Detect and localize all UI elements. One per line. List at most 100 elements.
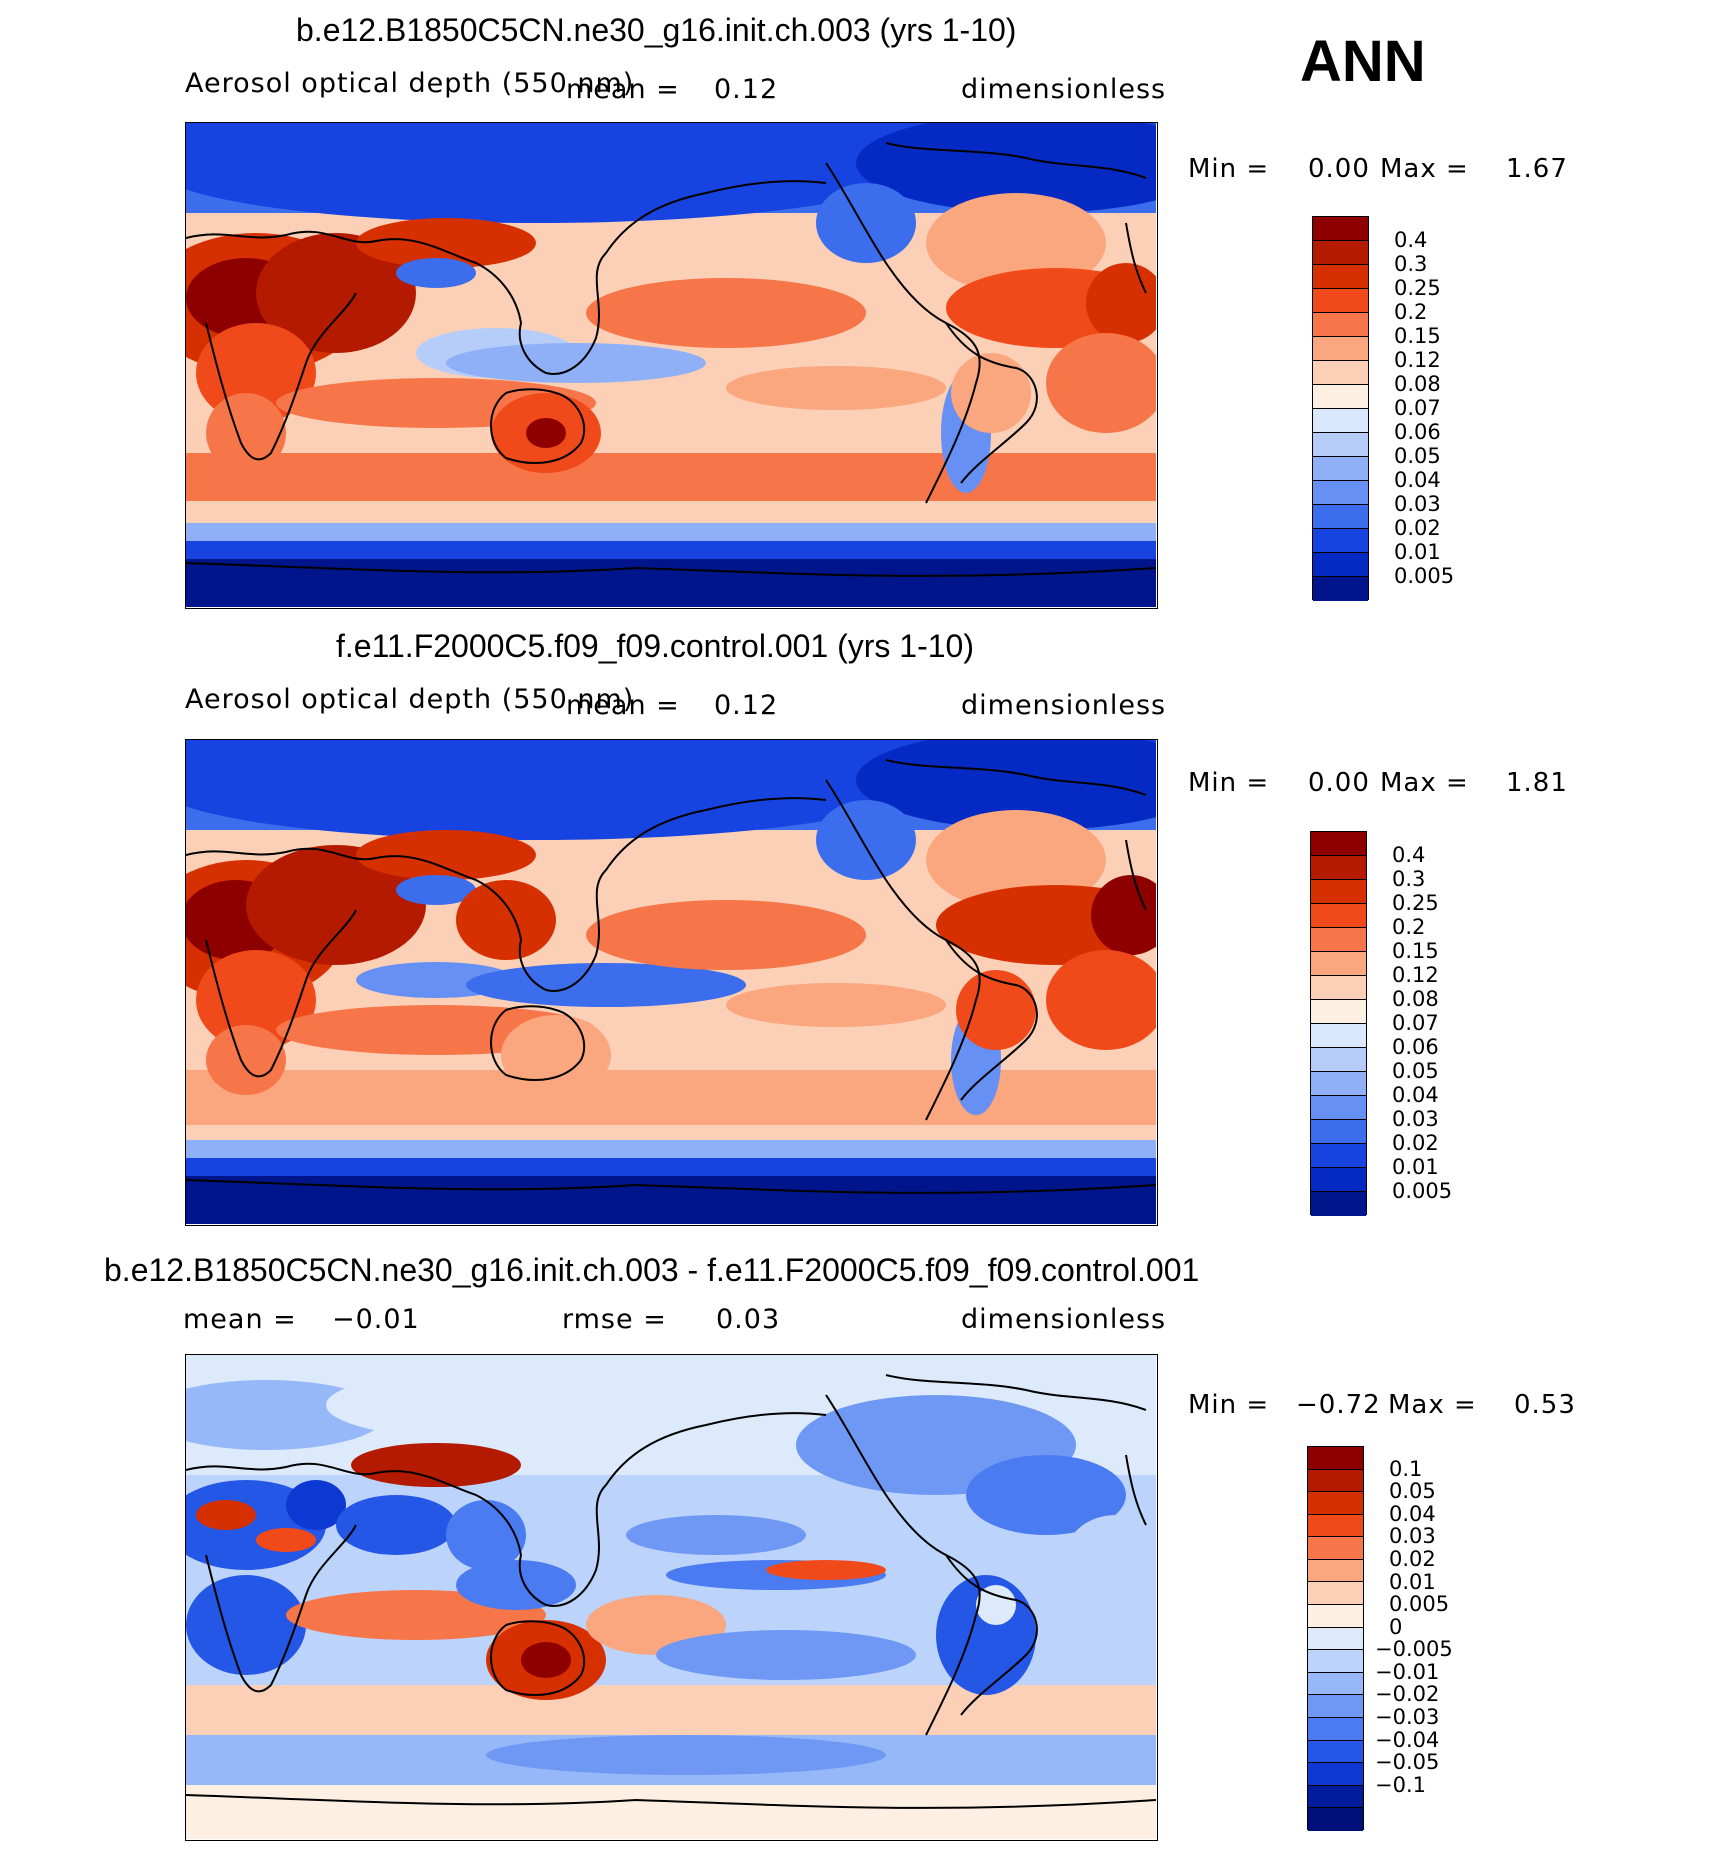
colorbar-label: −0.04 [1375,1727,1440,1752]
colorbar-label: 0.2 [1394,300,1428,324]
colorbar-label: −0.02 [1375,1682,1440,1707]
panel-3-rmse-value: 0.03 [716,1304,781,1335]
colorbar-swatch [1313,481,1368,505]
colorbar-label: 0.04 [1389,1501,1436,1526]
panel-3-map [185,1354,1158,1841]
panel-2-colorbar [1310,831,1367,1216]
panel-2-max-label: Max = [1380,768,1469,798]
colorbar-swatch [1311,976,1366,1000]
panel-1-mean-label: mean = [566,74,680,105]
colorbar-label: 0.12 [1392,963,1439,987]
colorbar-swatch [1313,289,1368,313]
colorbar-label: 0.06 [1392,1035,1439,1059]
colorbar-swatch [1308,1582,1363,1606]
colorbar-swatch [1313,265,1368,289]
colorbar-swatch [1308,1469,1363,1493]
panel-2-map [185,739,1158,1226]
colorbar-swatch [1313,409,1368,433]
colorbar-label: 0.04 [1394,468,1441,492]
panel-3-rmse-label: rmse = [562,1304,667,1335]
colorbar-label: 0.08 [1392,987,1439,1011]
colorbar-label: 0.03 [1389,1524,1436,1549]
colorbar-label: 0.4 [1394,228,1428,252]
colorbar-label: 0.12 [1394,348,1441,372]
colorbar-label: 0.2 [1392,915,1426,939]
colorbar-label: 0.08 [1394,372,1441,396]
panel-1-min-value: 0.00 [1308,154,1370,184]
colorbar-label: −0.05 [1375,1750,1440,1775]
colorbar-swatch [1308,1492,1363,1515]
panel-3-colorbar [1307,1446,1364,1831]
colorbar-label: 0.15 [1392,939,1439,963]
colorbar-label: 0.04 [1392,1083,1439,1107]
colorbar-swatch [1313,457,1368,481]
colorbar-label: 0.02 [1389,1546,1436,1571]
colorbar-label: 0.07 [1392,1011,1439,1035]
colorbar-label: 0.01 [1389,1569,1436,1594]
colorbar-swatch [1308,1763,1363,1786]
panel-2-min-label: Min = [1188,768,1270,798]
colorbar-swatch [1308,1672,1363,1696]
colorbar-swatch [1311,904,1366,928]
colorbar-swatch [1308,1808,1363,1831]
colorbar-label: 0.005 [1389,1592,1450,1617]
panel-2-units: dimensionless [961,690,1167,721]
panel-2-variable: Aerosol optical depth (550 nm) [185,684,635,715]
colorbar-swatch [1313,337,1368,361]
colorbar-swatch [1313,361,1368,385]
colorbar-label: 0.05 [1389,1479,1436,1504]
colorbar-label: 0.05 [1392,1059,1439,1083]
panel-3-min-value: −0.72 [1296,1390,1381,1420]
colorbar-label: −0.1 [1375,1772,1426,1797]
colorbar-label: 0.3 [1392,867,1426,891]
colorbar-swatch [1311,1048,1366,1072]
colorbar-swatch [1311,1096,1366,1120]
colorbar-label: 0.02 [1392,1131,1439,1155]
colorbar-label: 0.01 [1394,540,1441,564]
panel-3-title: b.e12.B1850C5CN.ne30_g16.init.ch.003 - f… [104,1252,1200,1288]
colorbar-swatch [1313,529,1368,553]
colorbar-swatch [1311,952,1366,976]
panel-3-max-value: 0.53 [1514,1390,1576,1420]
panel-2-mean-label: mean = [566,690,680,721]
colorbar-swatch [1308,1740,1363,1764]
colorbar-label: 0.3 [1394,252,1428,276]
colorbar-label: 0.005 [1394,564,1455,588]
colorbar-swatch [1313,577,1368,601]
colorbar-swatch [1311,1192,1366,1216]
colorbar-swatch [1313,553,1368,577]
colorbar-swatch [1308,1605,1363,1628]
colorbar-label: −0.005 [1375,1637,1453,1662]
colorbar-swatch [1313,313,1368,337]
colorbar-label: 0.15 [1394,324,1441,348]
colorbar-label: 0.03 [1392,1107,1439,1131]
colorbar-swatch [1311,928,1366,952]
colorbar-label: −0.01 [1375,1659,1440,1684]
panel-1-mean-value: 0.12 [714,74,779,105]
colorbar-label: 0.005 [1392,1179,1453,1203]
colorbar-label: 0.02 [1394,516,1441,540]
panel-2-mean-value: 0.12 [714,690,779,721]
panel-1-max-value: 1.67 [1506,154,1568,184]
colorbar-swatch [1308,1559,1363,1583]
colorbar-label: 0.01 [1392,1155,1439,1179]
colorbar-swatch [1311,880,1366,904]
panel-3-mean-value: −0.01 [332,1304,420,1335]
colorbar-swatch [1311,1120,1366,1144]
colorbar-swatch [1311,856,1366,880]
colorbar-label: −0.03 [1375,1705,1440,1730]
colorbar-label: 0.4 [1392,843,1426,867]
colorbar-swatch [1308,1627,1363,1651]
colorbar-label: 0.1 [1389,1456,1423,1481]
colorbar-swatch [1308,1695,1363,1718]
colorbar-swatch [1313,433,1368,457]
panel-3-units: dimensionless [961,1304,1167,1335]
panel-3-max-label: Max = [1388,1390,1477,1420]
panel-2-max-value: 1.81 [1506,768,1568,798]
colorbar-swatch [1308,1514,1363,1538]
season-label: ANN [1300,29,1426,94]
colorbar-label: 0.06 [1394,420,1441,444]
colorbar-swatch [1308,1447,1363,1470]
panel-1-title: b.e12.B1850C5CN.ne30_g16.init.ch.003 (yr… [296,12,1017,48]
colorbar-swatch [1308,1785,1363,1809]
